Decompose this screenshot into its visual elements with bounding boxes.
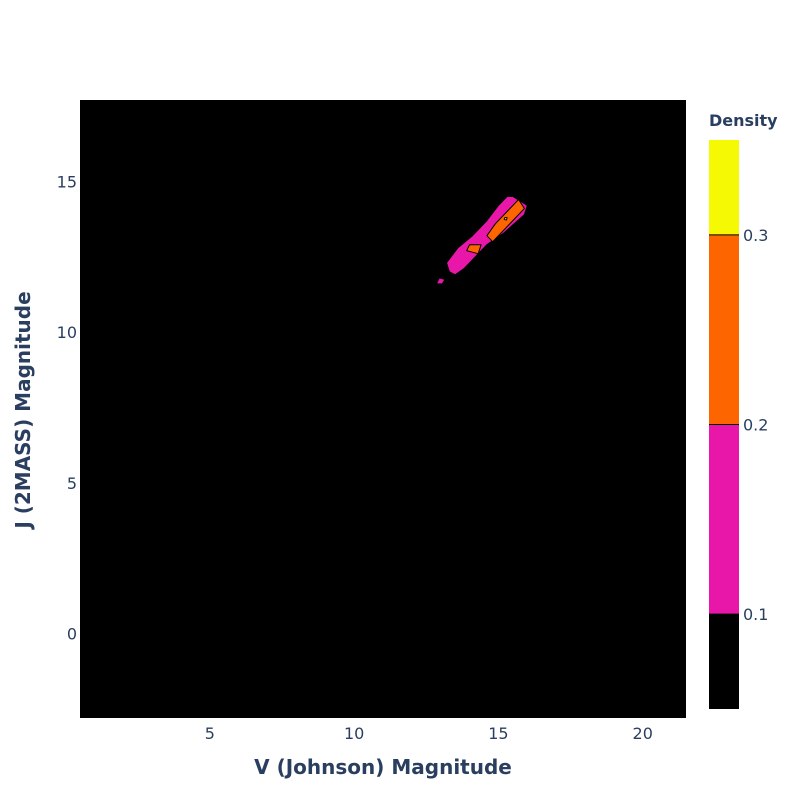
y-axis-title: J (2MASS) Magnitude (11, 291, 35, 530)
x-axis-ticks: 5 10 15 20 (205, 724, 653, 743)
colorbar-band-3 (709, 140, 739, 235)
x-tick-label: 5 (205, 724, 215, 743)
x-tick-label: 20 (633, 724, 653, 743)
colorbar-band-2 (709, 234, 739, 425)
contour-region-1 (435, 277, 446, 285)
contour-region-3 (466, 244, 482, 255)
x-tick-label: 15 (488, 724, 508, 743)
colorbar-band-0 (709, 614, 739, 709)
y-tick-label: 10 (57, 323, 77, 342)
contour-layer (435, 196, 528, 285)
colorbar-tick-label: 0.1 (743, 605, 768, 624)
y-tick-label: 0 (67, 625, 77, 644)
plot-area (80, 100, 686, 718)
colorbar: 0.1 0.2 0.3 (709, 140, 768, 709)
colorbar-tick-label: 0.3 (743, 226, 768, 245)
y-tick-label: 5 (67, 474, 77, 493)
contour-region-4 (503, 217, 508, 221)
y-axis-ticks: 0 5 10 15 (57, 172, 77, 643)
colorbar-band-1 (709, 424, 739, 615)
x-axis-title: V (Johnson) Magnitude (254, 755, 512, 779)
contour-region-2 (486, 199, 525, 243)
x-tick-label: 10 (344, 724, 364, 743)
colorbar-tick-label: 0.2 (743, 416, 768, 435)
colorbar-title: Density (709, 111, 778, 130)
y-tick-label: 15 (57, 172, 77, 191)
